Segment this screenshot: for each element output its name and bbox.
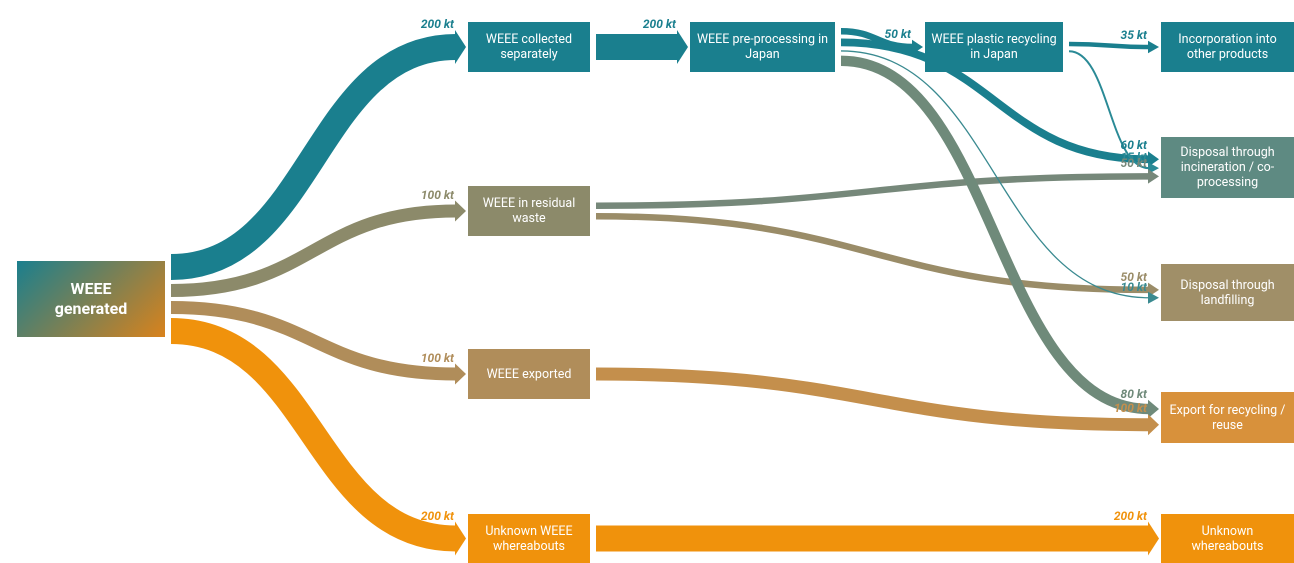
node: WEEE generated <box>17 261 165 337</box>
arrow-head <box>1148 414 1159 436</box>
flow-label: 35 kt <box>1120 27 1147 42</box>
node: WEEE plastic recycling in Japan <box>925 22 1063 72</box>
flow <box>1068 50 1150 170</box>
flow <box>170 318 457 552</box>
flow-label: 50 kt <box>884 26 911 41</box>
flow-label: 100 kt <box>420 187 454 202</box>
node: WEEE pre-processing in Japan <box>690 22 835 72</box>
flow-label: 10 kt <box>1120 280 1147 295</box>
flow <box>840 50 1150 299</box>
arrow-head <box>1148 521 1159 556</box>
node: WEEE exported <box>468 349 590 399</box>
flow <box>1068 41 1150 50</box>
node: Incorporation into other products <box>1161 22 1294 72</box>
flow-label: 15 kt <box>1120 150 1147 165</box>
arrow-head <box>1148 169 1159 184</box>
node: WEEE in residual waste <box>468 186 590 236</box>
node: Disposal through incineration / co-proce… <box>1161 137 1294 198</box>
arrow-head <box>677 30 688 64</box>
flow <box>170 204 457 297</box>
flow-label: 200 kt <box>1113 508 1147 523</box>
flow-label: 50 kt <box>1120 156 1147 171</box>
flow-label: 200 kt <box>642 17 676 31</box>
flow <box>595 213 1150 294</box>
flow <box>595 367 1150 432</box>
flow-label: 60 kt <box>1120 138 1147 153</box>
node: Export for recycling / reuse <box>1161 392 1294 443</box>
flow-label: 200 kt <box>420 508 454 523</box>
arrow-head <box>455 30 466 64</box>
flow <box>170 34 457 280</box>
flow <box>840 38 1150 164</box>
node: Unknown whereabouts <box>1161 514 1294 563</box>
flow <box>595 173 1150 209</box>
flow-label: 100 kt <box>1113 401 1147 416</box>
flow <box>170 301 457 381</box>
node: Disposal through landfilling <box>1161 264 1294 321</box>
node: WEEE collected separately <box>468 22 590 72</box>
arrow-head <box>1148 40 1159 54</box>
flow <box>840 55 1150 415</box>
arrow-head <box>1148 291 1159 304</box>
node: Unknown WEEE whereabouts <box>468 514 590 563</box>
flow-label: 80 kt <box>1120 386 1147 401</box>
arrow-head <box>455 200 466 222</box>
flow-label: 100 kt <box>420 350 454 365</box>
arrow-head <box>455 521 466 556</box>
arrow-head <box>455 363 466 385</box>
arrow-head <box>1148 399 1159 419</box>
arrow-head <box>1148 151 1159 168</box>
flow-label: 50 kt <box>1120 269 1147 284</box>
flow-label: 200 kt <box>420 17 454 31</box>
